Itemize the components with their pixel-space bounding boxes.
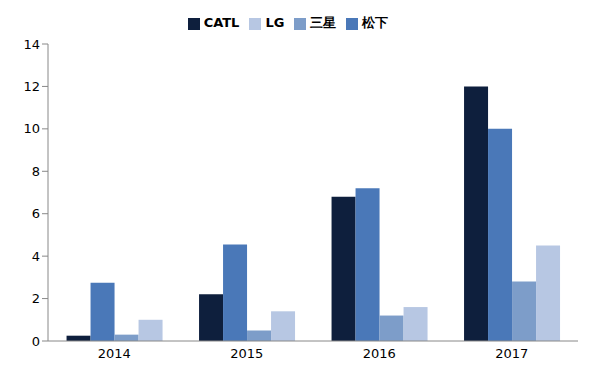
svg-text:2014: 2014 — [98, 346, 131, 361]
html-text:CATL: CATL — [203, 15, 240, 30]
svg-text:2015: 2015 — [230, 346, 263, 361]
html-text:三星: 三星 — [310, 15, 337, 30]
svg-text:12: 12 — [23, 79, 40, 94]
html-text:LG: LG — [265, 15, 285, 30]
html-text:松下: 松下 — [362, 15, 389, 30]
svg-text:2: 2 — [32, 291, 40, 306]
svg-text:2016: 2016 — [363, 346, 396, 361]
svg-text:4: 4 — [32, 249, 40, 264]
svg-text:2017: 2017 — [495, 346, 528, 361]
svg-text:14: 14 — [23, 37, 40, 52]
svg-text:8: 8 — [32, 164, 40, 179]
svg-text:10: 10 — [23, 121, 40, 136]
svg-text:0: 0 — [32, 334, 40, 349]
svg-text:6: 6 — [32, 206, 40, 221]
